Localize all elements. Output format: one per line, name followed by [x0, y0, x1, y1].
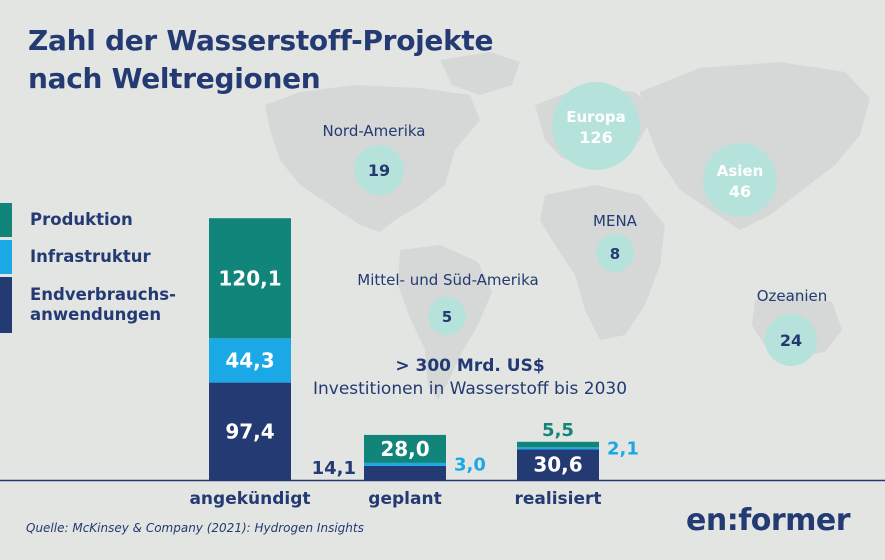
legend-item-endverbrauch: Endverbrauchs- anwendungen — [0, 277, 176, 333]
region-label-latin-america: Mittel- und Süd-Amerika — [357, 271, 539, 289]
page-title: Zahl der Wasserstoff-Projekte nach Weltr… — [28, 22, 494, 98]
bubble-count-oceania: 24 — [780, 331, 802, 350]
brand-logo: en:former — [686, 503, 851, 538]
legend-swatch-endverbrauch — [0, 277, 12, 333]
bar-angekündigt-endverbrauch — [209, 382, 291, 480]
legend-swatch-produktion — [0, 203, 12, 237]
legend-label-produktion: Produktion — [30, 210, 133, 229]
legend-item-produktion: Produktion — [0, 203, 133, 237]
bubble-count-mena: 8 — [610, 245, 620, 263]
bar-label-angekündigt-produktion: 120,1 — [218, 266, 281, 290]
bar-realisiert-produktion — [517, 441, 599, 448]
bubble-count-asia: 46 — [729, 182, 751, 201]
region-label-oceania: Ozeanien — [756, 287, 828, 305]
bar-angekündigt-infrastruktur — [209, 338, 291, 383]
bar-geplant-produktion — [364, 434, 446, 463]
bubble-mena — [596, 234, 634, 272]
bubble-name-europe: Europa — [566, 108, 626, 126]
bar-label-realisiert-endverbrauch: 30,6 — [533, 453, 582, 477]
bar-label-geplant-infrastruktur: 3,0 — [454, 454, 486, 475]
map-greenland — [440, 52, 520, 95]
investment-description: Investitionen in Wasserstoff bis 2030 — [312, 379, 628, 399]
category-label-angekündigt: angekündigt — [189, 489, 310, 509]
bubble-north-america — [354, 145, 404, 195]
bar-realisiert-infrastruktur — [517, 447, 599, 450]
bubble-europe — [552, 82, 640, 170]
map-asia — [640, 62, 870, 230]
investment-value: > 300 Mrd. US$ — [395, 356, 545, 376]
bar-label-angekündigt-endverbrauch: 97,4 — [225, 419, 274, 443]
bar-angekündigt-produktion — [209, 218, 291, 339]
legend-label-endverbrauch-line1: Endverbrauchs- — [30, 285, 176, 304]
bubble-asia — [703, 143, 777, 217]
bar-realisiert-endverbrauch — [517, 449, 599, 480]
legend-label-endverbrauch: Endverbrauchs- anwendungen — [30, 285, 176, 325]
title-line-2: nach Weltregionen — [28, 62, 321, 95]
bubble-name-asia: Asien — [717, 162, 764, 180]
bubble-latin-america — [428, 297, 466, 335]
bubble-count-north-america: 19 — [368, 161, 390, 180]
legend-item-infrastruktur: Infrastruktur — [0, 240, 151, 274]
bubble-count-latin-america: 5 — [442, 308, 452, 326]
title-line-1: Zahl der Wasserstoff-Projekte — [28, 24, 494, 57]
bar-label-geplant-produktion: 28,0 — [380, 437, 429, 461]
bar-geplant-infrastruktur — [364, 462, 446, 466]
bar-label-realisiert-infrastruktur: 2,1 — [607, 438, 639, 459]
bar-label-angekündigt-infrastruktur: 44,3 — [225, 348, 274, 372]
investment-note: > 300 Mrd. US$ Investitionen in Wasserst… — [313, 355, 627, 401]
bar-label-geplant-endverbrauch: 14,1 — [312, 458, 356, 479]
bar-label-realisiert-produktion: 5,5 — [542, 420, 574, 441]
legend-label-infrastruktur: Infrastruktur — [30, 247, 151, 266]
source-note: Quelle: McKinsey & Company (2021): Hydro… — [26, 521, 364, 535]
region-bubbles: 19 Europa 126 Asien 46 8 5 24 — [354, 82, 817, 366]
bubble-oceania — [765, 314, 817, 366]
region-label-north-america: Nord-Amerika — [322, 122, 426, 140]
bar-geplant-endverbrauch — [364, 465, 446, 480]
category-label-geplant: geplant — [368, 489, 441, 509]
region-label-mena: MENA — [593, 212, 637, 230]
category-label-realisiert: realisiert — [514, 489, 601, 509]
legend-swatch-infrastruktur — [0, 240, 12, 274]
legend-label-endverbrauch-line2: anwendungen — [30, 305, 162, 324]
bubble-count-europe: 126 — [579, 128, 612, 147]
